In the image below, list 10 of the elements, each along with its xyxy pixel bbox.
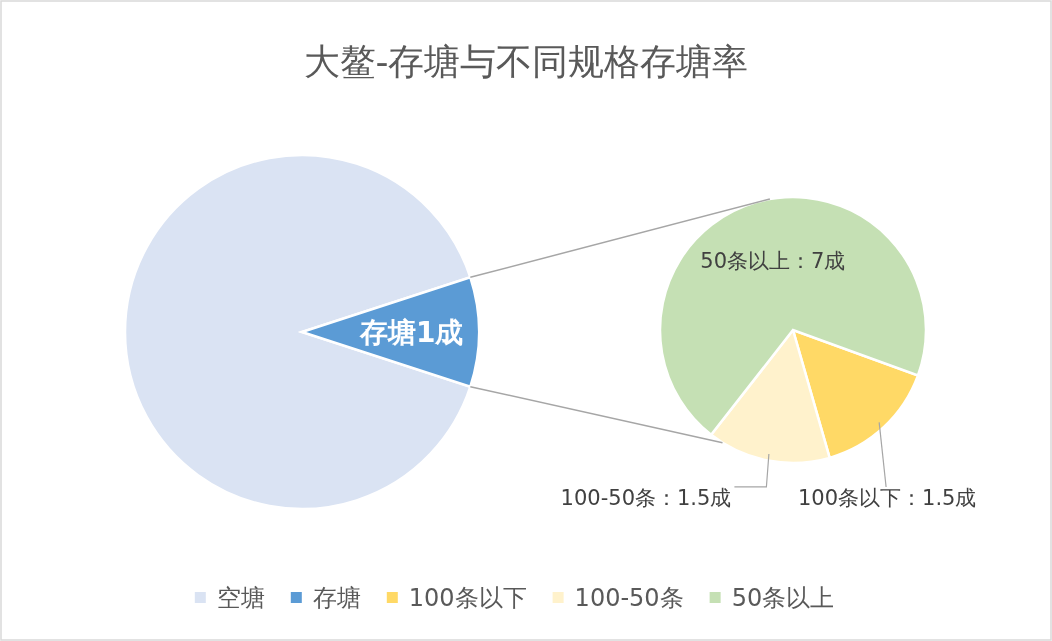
data-label: 100条以下：1.5成 bbox=[798, 485, 977, 510]
legend-label: 100-50条 bbox=[574, 584, 684, 612]
data-label: 存塘1成 bbox=[359, 316, 464, 349]
legend-label: 50条以上 bbox=[731, 584, 835, 612]
data-label: 100-50条：1.5成 bbox=[560, 485, 732, 510]
chart-title: 大鳌-存塘与不同规格存塘率 bbox=[303, 41, 749, 82]
legend-label: 100条以下 bbox=[408, 584, 527, 612]
legend-label: 存塘 bbox=[312, 584, 361, 612]
legend-label: 空塘 bbox=[216, 584, 265, 612]
data-label: 50条以上：7成 bbox=[700, 248, 846, 273]
